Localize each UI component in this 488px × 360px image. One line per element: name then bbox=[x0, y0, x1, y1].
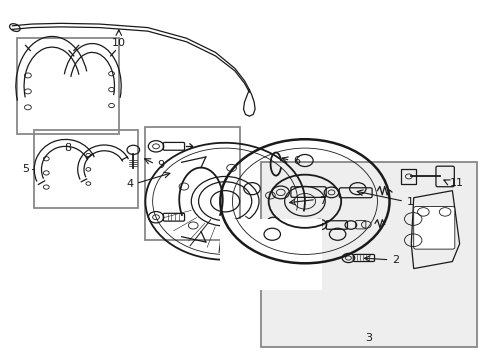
Text: 6: 6 bbox=[292, 156, 299, 166]
Text: 7: 7 bbox=[319, 195, 326, 206]
Text: 5: 5 bbox=[22, 165, 29, 174]
FancyBboxPatch shape bbox=[261, 162, 476, 347]
Text: 1: 1 bbox=[406, 197, 413, 207]
Text: 10: 10 bbox=[112, 38, 125, 48]
Text: 8: 8 bbox=[64, 143, 71, 153]
Text: 9: 9 bbox=[157, 160, 164, 170]
Polygon shape bbox=[220, 219, 321, 290]
Text: 4: 4 bbox=[126, 179, 133, 189]
FancyBboxPatch shape bbox=[413, 207, 454, 249]
Text: 11: 11 bbox=[449, 178, 463, 188]
Text: 3: 3 bbox=[365, 333, 372, 343]
Text: 2: 2 bbox=[391, 256, 398, 265]
